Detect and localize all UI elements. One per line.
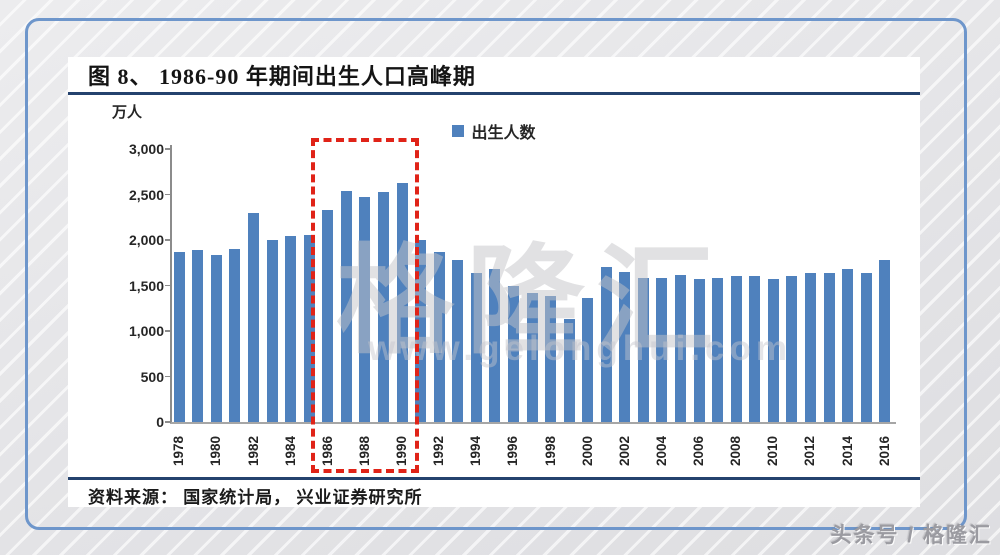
x-tick-label-2010: 2010 [765,435,781,467]
x-tick-label-2014: 2014 [839,435,855,467]
bar-2000 [582,298,594,422]
x-tick-label-2006: 2006 [691,435,707,467]
bar-2003 [637,277,649,422]
x-tick-label-1984: 1984 [282,435,298,467]
y-tick-mark [165,421,171,423]
y-tick-label-0: 0 [156,414,164,430]
y-axis-unit-label: 万人 [112,104,143,121]
x-tick-label-2008: 2008 [728,435,744,467]
y-tick-label-2000: 2,000 [128,232,164,248]
x-tick-label-1996: 1996 [505,435,521,467]
x-tick-label-1994: 1994 [468,435,484,467]
y-tick-label-500: 500 [140,368,164,385]
bar-1997 [526,293,538,422]
x-tick-label-1992: 1992 [431,435,447,467]
bar-2008 [730,275,742,422]
x-tick-label-1980: 1980 [208,435,224,467]
bar-1983 [266,239,278,422]
chart-legend: 出生人数 [68,119,920,143]
bar-2009 [749,275,761,422]
x-axis-line [170,422,896,424]
bar-2013 [823,272,835,422]
y-tick-mark [165,284,171,287]
legend-label: 出生人数 [471,125,536,142]
legend-swatch-icon [452,125,465,137]
x-tick-label-1998: 1998 [542,435,558,467]
bar-1992 [433,251,445,422]
birth-population-chart: 格隆汇 www.gelonghui.com 0 500 1,000 1,500 2,00… [68,57,920,507]
bar-2015 [860,272,872,422]
bar-1981 [229,248,241,422]
slide-frame [25,18,967,530]
y-tick-mark [165,148,171,150]
y-tick-label-2500: 2,500 [128,186,164,203]
bar-1988 [359,197,371,422]
bar-2006 [693,279,705,422]
bar-1982 [248,212,260,422]
bar-1980 [210,255,222,422]
bar-1989 [377,192,389,422]
bottom-rule [68,477,920,480]
watermark-url: www.gelonghui.com [368,329,792,368]
y-tick-label-1000: 1,000 [128,323,164,339]
x-tick-label-1978: 1978 [171,435,187,467]
bar-2004 [656,277,668,422]
title-rule [68,92,920,95]
bar-1979 [192,250,204,422]
figure-card: 图 8、 1986-90 年期间出生人口高峰期 万人 出生人数 格隆汇 www.… [68,57,920,507]
bar-2014 [842,269,854,422]
bar-2001 [600,266,612,422]
y-tick-mark [165,330,171,332]
y-tick-label-1500: 1,500 [128,277,164,294]
bar-1995 [489,268,501,422]
y-tick-label-3000: 3,000 [128,141,164,157]
bar-1998 [545,296,557,422]
bar-1984 [285,236,297,422]
bar-1991 [415,240,427,422]
figure-title: 图 8、 1986-90 年期间出生人口高峰期 [88,64,476,89]
bar-1978 [173,251,185,422]
bar-1993 [452,260,464,422]
highlight-box-1986-1990 [310,138,420,473]
y-axis-line [170,145,172,422]
bar-1985 [303,235,315,422]
bar-1987 [340,190,352,422]
publisher-badge: 头条号 / 格隆汇 [830,524,992,547]
y-tick-mark [165,239,171,241]
bar-2005 [675,274,686,422]
x-tick-label-2000: 2000 [579,435,595,467]
bar-2002 [619,271,631,422]
x-tick-label-2012: 2012 [802,435,818,467]
y-tick-mark [165,375,171,378]
x-tick-label-2002: 2002 [616,435,632,467]
bar-1990 [396,183,408,422]
bar-2012 [804,272,816,422]
bar-1999 [563,318,575,422]
bar-1986 [322,209,334,422]
source-note: 资料来源： 国家统计局， 兴业证券研究所 [88,488,423,507]
y-tick-mark [165,193,171,196]
bar-1994 [470,272,482,422]
bar-2010 [767,279,779,422]
x-tick-label-2016: 2016 [876,435,892,467]
bar-1996 [507,285,519,422]
bar-2016 [879,260,891,422]
x-tick-label-2004: 2004 [653,435,669,467]
x-tick-label-1982: 1982 [245,435,261,467]
bar-2007 [712,277,724,422]
bar-2011 [786,275,798,422]
